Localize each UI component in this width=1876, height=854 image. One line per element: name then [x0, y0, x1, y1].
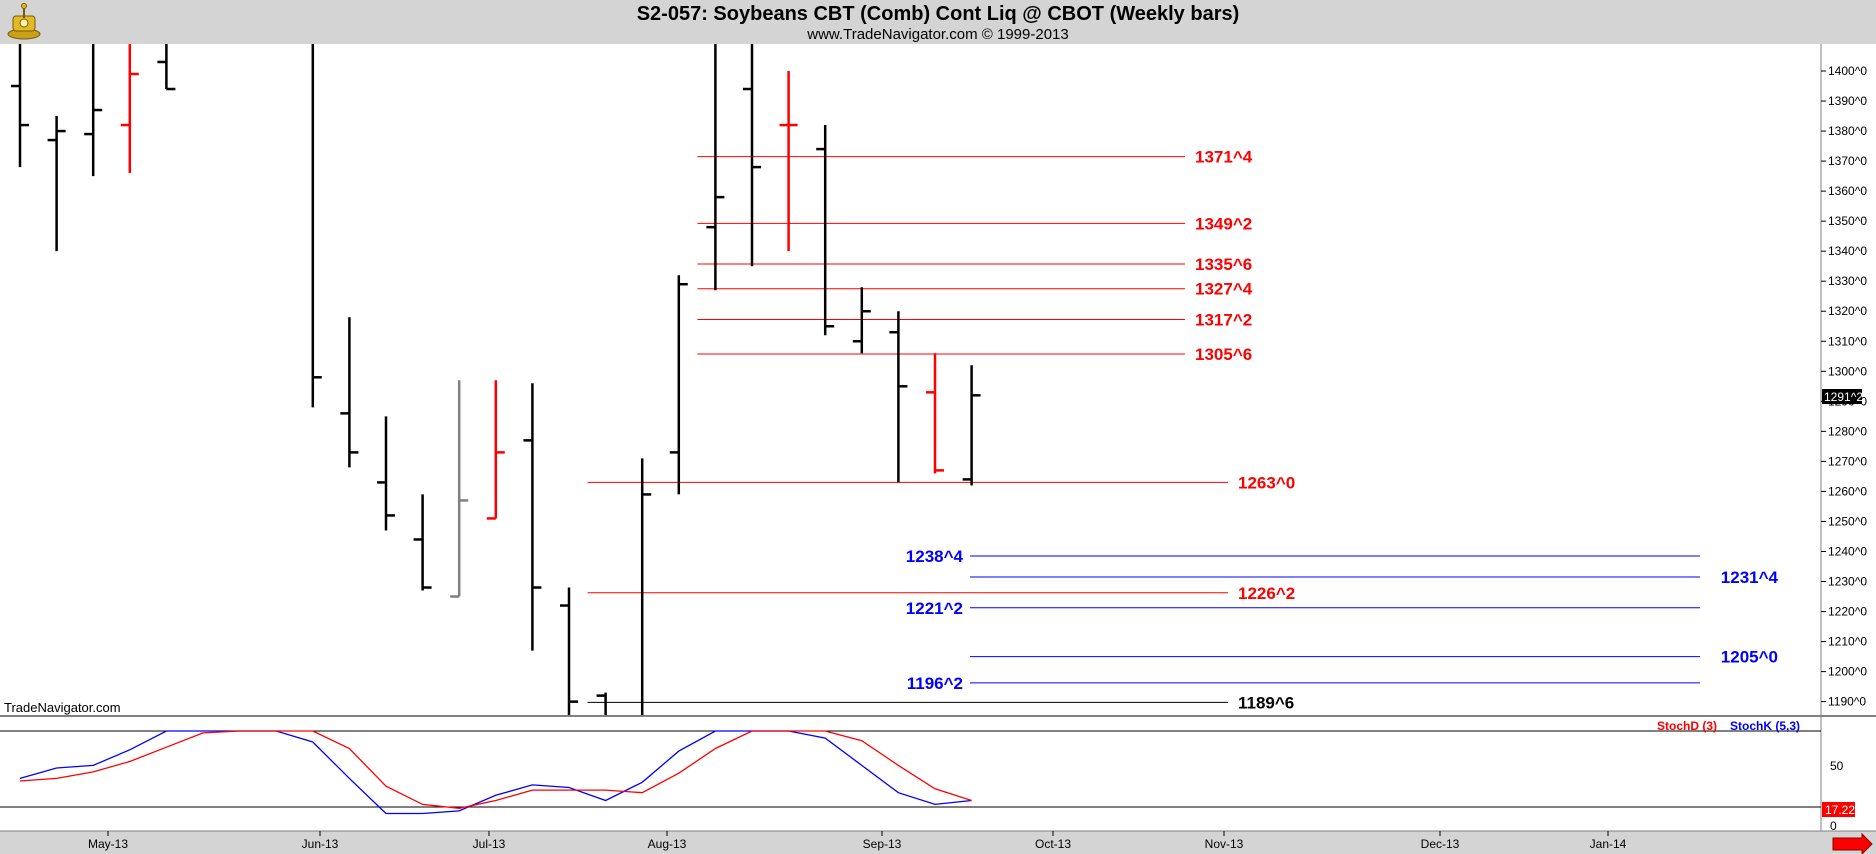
price-bar [47, 116, 66, 252]
price-tick-label: 1340^0 [1828, 244, 1867, 258]
level-label: 1327^4 [1195, 280, 1253, 299]
stoch-series-line [19, 730, 972, 815]
level-label: 1226^2 [1238, 584, 1295, 603]
price-bar [450, 380, 469, 598]
price-tick-label: 1260^0 [1828, 484, 1867, 498]
price-tick-label: 1350^0 [1828, 214, 1867, 228]
price-bar [816, 125, 835, 336]
time-tick-label: Nov-13 [1205, 837, 1244, 851]
last-price-label: 1291^2 [1824, 390, 1863, 404]
level-label: 1238^4 [906, 547, 964, 566]
price-tick-label: 1220^0 [1828, 605, 1867, 619]
price-tick-label: 1400^0 [1828, 64, 1867, 78]
level-label: 1349^2 [1195, 214, 1252, 233]
stochastic-value-tag: 17.22 [1822, 802, 1855, 817]
last-price-tag: 1291^2 [1822, 389, 1863, 404]
price-bar [560, 587, 578, 715]
price-tick-label: 1200^0 [1828, 665, 1867, 679]
price-bar [84, 44, 103, 177]
price-tick-label: 1250^0 [1828, 514, 1867, 528]
price-bar [779, 71, 798, 252]
price-tick-label: 1210^0 [1828, 635, 1867, 649]
level-label: 1317^2 [1195, 310, 1252, 329]
level-label: 1196^2 [907, 674, 963, 693]
price-axis-ticks: 1190^0 1200^0 1210^0 1220^0 1230^0 1240^0 1250… [1821, 64, 1867, 709]
scroll-right-arrow-icon[interactable] [1832, 832, 1873, 854]
price-axis [1821, 44, 1876, 715]
price-tick-label: 1280^0 [1828, 424, 1867, 438]
price-tick-label: 1380^0 [1828, 124, 1867, 138]
header-bar: S2-057: Soybeans CBT (Comb) Cont Liq @ C… [0, 0, 1876, 44]
price-bar [926, 353, 944, 474]
chart-title: S2-057: Soybeans CBT (Comb) Cont Liq @ C… [636, 3, 1240, 25]
price-tick-label: 1370^0 [1828, 154, 1867, 168]
time-tick-label: May-13 [88, 837, 128, 851]
level-label: 1371^4 [1195, 148, 1253, 167]
legend-stochk: StochK (5,3) [1730, 719, 1800, 733]
level-label: 1189^6 [1238, 693, 1294, 712]
legend-stochd: StochD (3) [1657, 719, 1717, 733]
level-label: 1205^0 [1721, 648, 1778, 667]
trade-navigator-logo [7, 3, 41, 40]
price-bar [852, 287, 871, 354]
level-label: 1335^6 [1195, 255, 1252, 274]
price-bar [640, 458, 652, 715]
level-label: 1263^0 [1238, 473, 1295, 492]
time-tick-label: Dec-13 [1421, 837, 1460, 851]
price-tick-label: 1240^0 [1828, 544, 1867, 558]
price-bar [889, 311, 908, 483]
level-lines: 1371^4 1349^2 1335^6 1327^4 1317^2 1305^6 1263… [587, 148, 1779, 712]
stochastic-lines [0, 730, 1821, 815]
price-bar [706, 44, 725, 291]
time-tick-label: Sep-13 [863, 837, 902, 851]
price-tick-label: 1270^0 [1828, 454, 1867, 468]
price-bar [596, 692, 607, 715]
price-tick-label: 1360^0 [1828, 184, 1867, 198]
level-label: 1221^2 [906, 599, 963, 618]
stoch-series-line [19, 730, 972, 809]
watermark: TradeNavigator.com [4, 700, 121, 715]
chart-frame [0, 44, 1876, 832]
stoch-tick-label: 0 [1830, 819, 1837, 833]
time-tick-label: Jan-14 [1590, 837, 1627, 851]
price-tick-label: 1300^0 [1828, 364, 1867, 378]
price-bar [669, 275, 688, 495]
price-bar [486, 380, 505, 520]
price-tick-label: 1230^0 [1828, 575, 1867, 589]
price-panel[interactable] [0, 44, 1821, 715]
level-label: 1305^6 [1195, 345, 1252, 364]
price-tick-label: 1310^0 [1828, 334, 1867, 348]
time-tick-label: Jul-13 [473, 837, 506, 851]
price-bar [962, 365, 981, 486]
time-tick-label: Oct-13 [1035, 837, 1071, 851]
stochastic-panel[interactable] [0, 717, 1821, 831]
time-axis-ticks: May-13 Jun-13 Jul-13 Aug-13 Sep-13 Oct-13 Nov-… [88, 831, 1627, 851]
stoch-tick-label: 50 [1830, 759, 1844, 773]
price-bar [377, 416, 395, 531]
stochastic-value-label: 17.22 [1825, 803, 1855, 817]
price-bar [413, 494, 432, 591]
stochastic-legend: StochD (3) StochK (5,3) [1657, 719, 1800, 733]
time-tick-label: Jun-13 [302, 837, 339, 851]
price-bar [311, 44, 322, 408]
chart-subtitle: www.TradeNavigator.com © 1999-2013 [807, 26, 1069, 43]
level-label: 1231^4 [1721, 568, 1779, 587]
price-bar [120, 44, 139, 174]
price-tick-label: 1190^0 [1828, 695, 1866, 709]
price-bars [11, 44, 981, 715]
price-bar [523, 383, 542, 651]
time-tick-label: Aug-13 [648, 837, 687, 851]
price-bar [743, 44, 761, 267]
price-bar [157, 44, 176, 91]
price-tick-label: 1320^0 [1828, 304, 1867, 318]
price-bar [11, 44, 29, 168]
price-tick-label: 1390^0 [1828, 94, 1867, 108]
stochastic-axis-ticks: 50 0 [1830, 759, 1844, 833]
price-tick-label: 1330^0 [1828, 274, 1867, 288]
price-bar [340, 317, 359, 468]
